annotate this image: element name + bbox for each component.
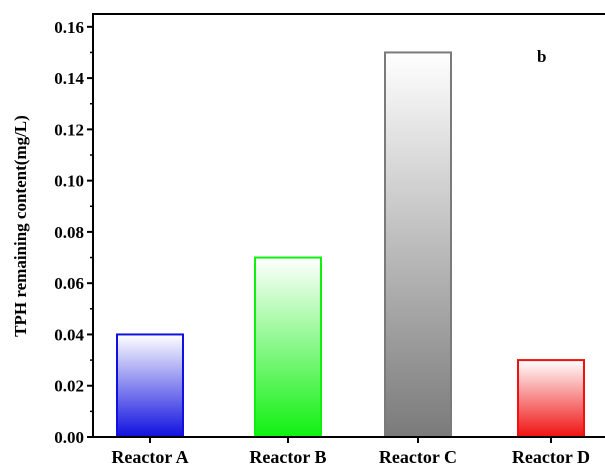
bar-reactor-a [116, 333, 184, 439]
bar-reactor-b [254, 256, 322, 438]
plot-frame [92, 13, 605, 438]
bars-layer [116, 51, 585, 439]
y-tick-label: 0.02 [54, 377, 84, 396]
y-tick-label: 0.04 [54, 325, 84, 344]
x-category-label: Reactor D [512, 447, 590, 467]
y-axis-title: TPH remaining content(mg/L) [11, 115, 30, 337]
bar-reactor-c [384, 51, 452, 438]
ticks-layer: 0.00 0.02 0.04 0.06 0.08 0.10 0.12 0.14 0.16 Reac… [54, 18, 590, 467]
y-tick-label: 0.10 [54, 172, 84, 191]
y-tick-label: 0.08 [54, 223, 84, 242]
y-tick-label: 0.06 [54, 274, 84, 293]
x-category-label: Reactor B [249, 447, 326, 467]
y-tick-label: 0.14 [54, 69, 84, 88]
y-tick-label: 0.16 [54, 18, 84, 37]
panel-label: b [537, 47, 546, 66]
y-tick-label: 0.00 [54, 428, 84, 447]
x-category-label: Reactor C [379, 447, 457, 467]
bar-reactor-d [517, 359, 585, 438]
y-tick-label: 0.12 [54, 120, 84, 139]
axes-layer [92, 13, 605, 438]
x-category-label: Reactor A [111, 447, 188, 467]
